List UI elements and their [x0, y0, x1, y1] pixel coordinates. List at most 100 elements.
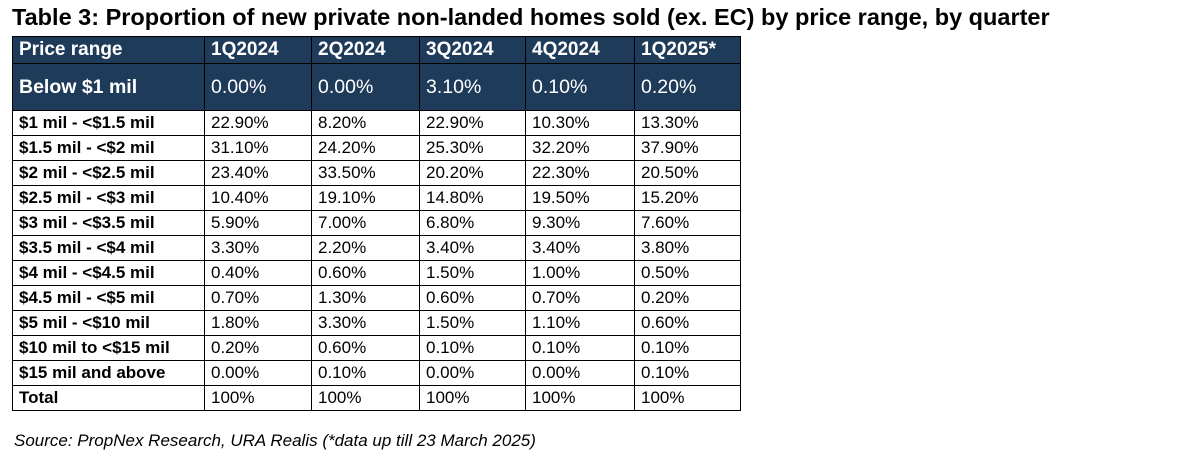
table-cell: 20.20% [419, 160, 526, 186]
table-cell: 22.90% [419, 110, 526, 136]
table-cell: 0.00% [311, 63, 420, 111]
row-label: $1 mil - <$1.5 mil [12, 110, 205, 136]
column-header: 3Q2024 [419, 36, 526, 64]
table-cell: 10.30% [525, 110, 635, 136]
row-label: Below $1 mil [12, 63, 205, 111]
table-cell: 9.30% [525, 210, 635, 236]
table-cell: 100% [634, 385, 741, 411]
row-label: $4 mil - <$4.5 mil [12, 260, 205, 286]
table-cell: 24.20% [311, 135, 420, 161]
table-cell: 0.10% [419, 335, 526, 361]
row-label: $3.5 mil - <$4 mil [12, 235, 205, 261]
table-cell: 1.10% [525, 310, 635, 336]
column-header: 1Q2024 [204, 36, 312, 64]
table-row: $1 mil - <$1.5 mil 22.90% 8.20% 22.90% 10.30… [12, 110, 741, 136]
table-cell: 2.20% [311, 235, 420, 261]
table-cell: 7.60% [634, 210, 741, 236]
highlight-row: Below $1 mil 0.00% 0.00% 3.10% 0.10% 0.2… [12, 63, 741, 111]
column-header: 1Q2025* [634, 36, 741, 64]
table-cell: 25.30% [419, 135, 526, 161]
table-cell: 13.30% [634, 110, 741, 136]
table-cell: 0.10% [634, 335, 741, 361]
table-title: Table 3: Proportion of new private non-l… [12, 4, 1050, 30]
table-cell: 0.60% [311, 335, 420, 361]
price-range-table: Price range 1Q2024 2Q2024 3Q2024 4Q2024 … [12, 36, 741, 411]
table-row: $3 mil - <$3.5 mil 5.90% 7.00% 6.80% 9.30% 7.… [12, 210, 741, 236]
row-label: $2 mil - <$2.5 mil [12, 160, 205, 186]
table-row: $5 mil - <$10 mil 1.80% 3.30% 1.50% 1.10% 0.6… [12, 310, 741, 336]
table-cell: 0.00% [419, 360, 526, 386]
table-cell: 0.00% [204, 360, 312, 386]
table-cell: 15.20% [634, 185, 741, 211]
table-cell: 0.20% [204, 335, 312, 361]
row-label: $4.5 mil - <$5 mil [12, 285, 205, 311]
table-cell: 1.00% [525, 260, 635, 286]
table-row: $15 mil and above 0.00% 0.10% 0.00% 0.00% 0.1… [12, 360, 741, 386]
table-cell: 32.20% [525, 135, 635, 161]
table-cell: 100% [311, 385, 420, 411]
table-cell: 100% [204, 385, 312, 411]
column-header: Price range [12, 36, 205, 64]
table-cell: 0.20% [634, 63, 741, 111]
column-header: 4Q2024 [525, 36, 635, 64]
table-cell: 0.70% [204, 285, 312, 311]
row-label: $1.5 mil - <$2 mil [12, 135, 205, 161]
row-label: $5 mil - <$10 mil [12, 310, 205, 336]
table-row: $10 mil to <$15 mil 0.20% 0.60% 0.10% 0.10% 0… [12, 335, 741, 361]
table-cell: 3.80% [634, 235, 741, 261]
table-row: $2 mil - <$2.5 mil 23.40% 33.50% 20.20% 22.3… [12, 160, 741, 186]
table-cell: 3.30% [311, 310, 420, 336]
row-label: $2.5 mil - <$3 mil [12, 185, 205, 211]
table-cell: 3.30% [204, 235, 312, 261]
table-cell: 33.50% [311, 160, 420, 186]
table-row: $4 mil - <$4.5 mil 0.40% 0.60% 1.50% 1.00% 0.… [12, 260, 741, 286]
table-cell: 0.00% [204, 63, 312, 111]
table-cell: 100% [525, 385, 635, 411]
column-header: 2Q2024 [311, 36, 420, 64]
table-cell: 22.90% [204, 110, 312, 136]
table-row: $1.5 mil - <$2 mil 31.10% 24.20% 25.30% 32.2… [12, 135, 741, 161]
source-note: Source: PropNex Research, URA Realis (*d… [14, 431, 536, 450]
table-cell: 3.40% [419, 235, 526, 261]
table-cell: 14.80% [419, 185, 526, 211]
table-row: $4.5 mil - <$5 mil 0.70% 1.30% 0.60% 0.70% 0.… [12, 285, 741, 311]
table-cell: 0.00% [525, 360, 635, 386]
table-cell: 0.20% [634, 285, 741, 311]
table-cell: 0.60% [419, 285, 526, 311]
table-cell: 22.30% [525, 160, 635, 186]
table-cell: 0.70% [525, 285, 635, 311]
table-cell: 6.80% [419, 210, 526, 236]
row-label: $3 mil - <$3.5 mil [12, 210, 205, 236]
table-cell: 0.40% [204, 260, 312, 286]
table-cell: 8.20% [311, 110, 420, 136]
table-cell: 10.40% [204, 185, 312, 211]
table-row: $2.5 mil - <$3 mil 10.40% 19.10% 14.80% 19.5… [12, 185, 741, 211]
table-cell: 37.90% [634, 135, 741, 161]
table-cell: 1.50% [419, 260, 526, 286]
table-cell: 0.10% [525, 63, 635, 111]
table-cell: 7.00% [311, 210, 420, 236]
table-cell: 0.10% [311, 360, 420, 386]
table-row: Total 100% 100% 100% 100% 100% [12, 385, 741, 411]
table-header-row: Price range 1Q2024 2Q2024 3Q2024 4Q2024 … [12, 36, 741, 64]
table-row: $3.5 mil - <$4 mil 3.30% 2.20% 3.40% 3.40% 3.… [12, 235, 741, 261]
row-label: $10 mil to <$15 mil [12, 335, 205, 361]
table-cell: 1.30% [311, 285, 420, 311]
table-cell: 3.10% [419, 63, 526, 111]
row-label: $15 mil and above [12, 360, 205, 386]
table-cell: 19.50% [525, 185, 635, 211]
table-cell: 0.50% [634, 260, 741, 286]
table-cell: 0.10% [525, 335, 635, 361]
table-cell: 20.50% [634, 160, 741, 186]
table-cell: 19.10% [311, 185, 420, 211]
table-cell: 31.10% [204, 135, 312, 161]
table-cell: 1.80% [204, 310, 312, 336]
table-cell: 1.50% [419, 310, 526, 336]
table-body: Below $1 mil 0.00% 0.00% 3.10% 0.10% 0.2… [12, 63, 741, 411]
table-cell: 100% [419, 385, 526, 411]
table-cell: 0.60% [634, 310, 741, 336]
table-cell: 3.40% [525, 235, 635, 261]
table-cell: 0.10% [634, 360, 741, 386]
row-label: Total [12, 385, 205, 411]
table-cell: 5.90% [204, 210, 312, 236]
